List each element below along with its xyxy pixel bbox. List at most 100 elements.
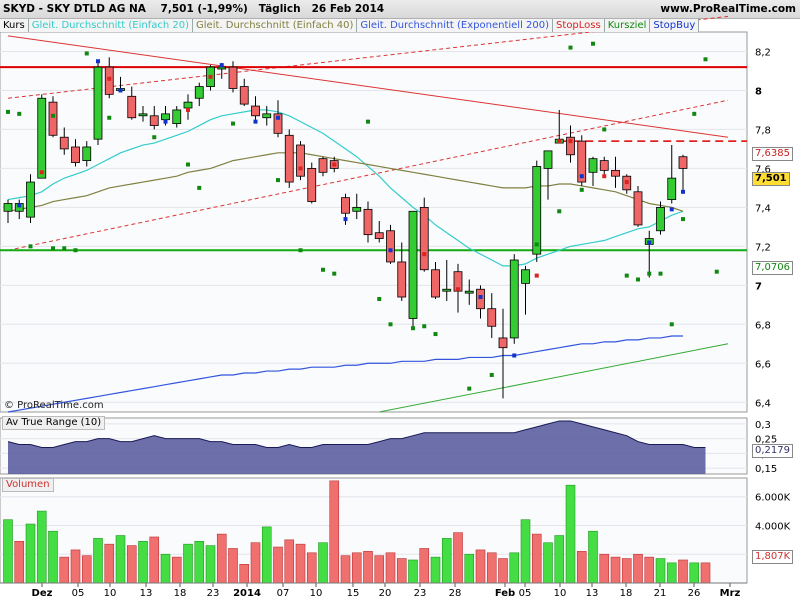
volume-bar <box>104 543 115 584</box>
price-tick-label: 6,4 <box>755 398 771 409</box>
candle-body <box>667 177 677 200</box>
atr-area <box>8 420 706 474</box>
volume-bar <box>599 553 610 584</box>
legend-item[interactable]: Kursziel <box>604 19 651 32</box>
volume-pane-label[interactable]: Volumen <box>2 478 54 492</box>
atr-tick-label: 0,15 <box>755 464 777 475</box>
candle-body <box>442 288 452 292</box>
legend-item[interactable]: StopLoss <box>553 19 605 32</box>
ma40-price-box: 7,6385 <box>752 147 793 161</box>
signal-point <box>422 324 427 329</box>
moving-average-line <box>7 109 684 267</box>
volume-bar <box>520 519 531 584</box>
volume-bar <box>115 535 126 584</box>
volume-bar <box>318 542 328 584</box>
volume-bar <box>3 519 13 584</box>
volume-bar <box>633 553 643 584</box>
x-axis-label: 23 <box>207 588 220 599</box>
legend-item[interactable]: Gleit. Durchschnitt (Einfach 40) <box>193 19 358 32</box>
volume-bar <box>689 562 700 584</box>
signal-point <box>636 277 640 282</box>
price-tick-label: 8,2 <box>755 47 771 58</box>
price-tick-label: 6,8 <box>755 320 771 331</box>
legend-item[interactable]: Gleit. Durchschnitt (Exponentiell 200) <box>357 19 554 32</box>
candle-body <box>239 86 249 105</box>
legend-item[interactable]: Kurs <box>0 19 29 32</box>
candle-body <box>498 337 508 349</box>
candle-body <box>352 206 362 212</box>
volume-bar <box>239 564 250 584</box>
candle-body <box>599 160 609 171</box>
volume-bar <box>228 548 238 584</box>
volume-bar <box>171 556 182 584</box>
signal-point <box>669 322 674 327</box>
signal-point <box>163 119 168 124</box>
volume-bar <box>453 532 463 584</box>
candle-body <box>262 113 272 119</box>
volume-bar <box>25 523 36 584</box>
signal-point <box>6 109 10 114</box>
x-axis-label: 21 <box>654 588 667 599</box>
candle-body <box>397 261 407 298</box>
price-tick-label: 7,8 <box>755 125 771 136</box>
signal-point <box>602 174 607 179</box>
candle-body <box>611 169 620 177</box>
x-axis-label: Feb <box>495 588 515 599</box>
signal-point <box>321 267 325 272</box>
price-tick-label: 7 <box>755 281 762 292</box>
signal-point <box>152 135 157 140</box>
x-axis-label: 23 <box>414 588 427 599</box>
signal-point <box>332 162 337 167</box>
candle-body <box>588 158 598 173</box>
volume-bar <box>678 559 688 584</box>
signal-point <box>624 180 629 185</box>
volume-bar <box>295 543 306 584</box>
signal-point <box>276 178 280 183</box>
signal-point <box>568 45 573 50</box>
x-axis-label: 05 <box>72 588 85 599</box>
atr-pane-label[interactable]: Av True Range (10) <box>2 416 106 430</box>
candle-body <box>127 95 137 119</box>
signal-point <box>433 332 438 337</box>
candle-body <box>217 66 227 70</box>
candle-body <box>532 166 542 255</box>
signal-point <box>512 353 517 358</box>
volume-bar <box>486 552 497 584</box>
signal-point <box>118 88 123 93</box>
price-tick-label: 8 <box>755 86 762 97</box>
volume-bar <box>351 552 362 584</box>
x-axis-label: 26 <box>688 588 701 599</box>
volume-bar <box>588 530 598 584</box>
candle-body <box>93 66 103 140</box>
volume-bar <box>509 552 520 584</box>
candle-body <box>408 210 418 319</box>
chart-date: 26 Feb 2014 <box>311 3 385 15</box>
volume-bar <box>205 545 216 584</box>
candle-body <box>543 150 553 169</box>
signal-point <box>298 248 303 253</box>
volume-bar <box>48 530 58 584</box>
volume-bar <box>14 540 25 584</box>
candle-body <box>82 146 92 162</box>
legend-item[interactable]: Gleit. Durchschnitt (Einfach 20) <box>28 19 194 32</box>
signal-point <box>73 248 78 253</box>
volume-bar <box>261 526 272 584</box>
legend-item[interactable]: StopBuy <box>650 19 700 32</box>
signal-point <box>703 57 708 62</box>
signal-point <box>681 217 685 222</box>
volume-value-box: 1,807K <box>752 550 794 564</box>
signal-point <box>422 252 427 257</box>
trendline <box>379 343 729 413</box>
volume-bar <box>419 548 430 584</box>
volume-bar <box>284 539 295 584</box>
signal-point <box>298 166 303 171</box>
signal-point <box>186 107 190 112</box>
candle-body <box>521 269 530 284</box>
volume-bar <box>565 484 576 584</box>
volume-bar <box>36 510 47 584</box>
volume-bar <box>464 553 475 584</box>
signal-point <box>714 269 719 274</box>
volume-bar <box>216 533 227 584</box>
candle-body <box>656 206 665 232</box>
